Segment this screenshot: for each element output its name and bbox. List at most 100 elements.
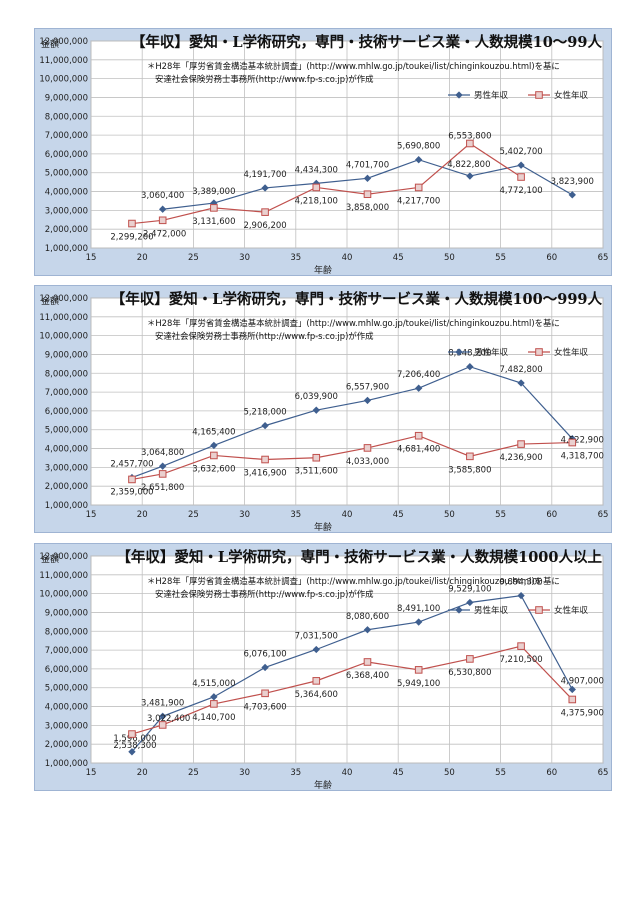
female-data-label: 4,217,700 [397, 196, 440, 206]
legend-label-female: 女性年収 [554, 605, 589, 616]
male-point [312, 406, 320, 414]
male-data-label: 4,165,400 [192, 427, 235, 437]
legend-marker-male [455, 348, 463, 356]
male-point [568, 191, 576, 199]
female-data-label: 3,585,800 [448, 465, 491, 475]
female-point [568, 695, 577, 704]
x-tick-label: 55 [495, 510, 506, 520]
x-tick-label: 60 [546, 768, 557, 778]
male-data-label: 6,076,100 [243, 649, 286, 659]
y-tick-label: 5,000,000 [45, 426, 88, 436]
male-point [415, 384, 423, 392]
female-point [128, 730, 136, 738]
female-data-label: 4,140,700 [192, 713, 235, 723]
x-tick-label: 50 [444, 510, 455, 520]
source-note: ＊H28年「厚労省賃金構造基本統計調査」(http://www.mhlw.go.… [147, 61, 560, 71]
x-tick-label: 15 [86, 253, 97, 263]
y-tick-label: 11,000,000 [39, 56, 88, 66]
male-data-label: 8,491,100 [397, 604, 440, 614]
female-point [414, 183, 423, 192]
female-point [261, 455, 269, 464]
series-line-male [131, 594, 573, 753]
female-data-label: 2,906,200 [243, 221, 286, 231]
x-tick-label: 20 [137, 253, 148, 263]
female-data-label: 4,772,100 [499, 186, 542, 196]
x-axis-label: 年齢 [314, 779, 332, 791]
male-point [159, 462, 167, 470]
y-tick-label: 12,000,000 [39, 552, 88, 562]
x-tick-label: 55 [495, 768, 506, 778]
female-point [158, 721, 167, 729]
female-point [261, 689, 269, 698]
x-axis-label: 年齢 [314, 521, 332, 533]
female-data-label: 5,364,600 [295, 690, 338, 700]
female-point [568, 438, 577, 447]
x-tick-label: 55 [495, 253, 506, 263]
female-data-label: 3,416,900 [243, 469, 286, 479]
x-tick-label: 25 [188, 253, 199, 263]
female-point [363, 190, 372, 199]
male-point [517, 591, 525, 600]
female-point [128, 219, 136, 228]
female-data-label: 3,022,400 [147, 714, 190, 724]
chart-title: 【年収】愛知・L学術研究，専門・技術サービス業・人数規模10～99人 [131, 33, 603, 51]
female-point [158, 216, 167, 225]
female-point [414, 431, 423, 440]
y-axis-label: 金額 [41, 295, 59, 307]
female-data-label: 6,368,400 [346, 671, 389, 681]
female-point [363, 444, 372, 452]
y-tick-label: 4,000,000 [45, 445, 88, 455]
male-data-label: 8,080,600 [346, 612, 389, 622]
male-data-label: 8,348,200 [448, 349, 491, 359]
female-data-label: 6,530,800 [448, 668, 491, 678]
y-tick-label: 6,000,000 [45, 407, 88, 417]
x-tick-label: 30 [239, 510, 250, 520]
y-tick-label: 10,000,000 [39, 75, 88, 85]
x-tick-label: 35 [290, 253, 301, 263]
female-data-label: 6,553,800 [448, 131, 491, 141]
y-tick-label: 8,000,000 [45, 369, 88, 379]
legend: 男性年収 女性年収 [448, 90, 589, 101]
female-data-label: 3,632,600 [192, 464, 235, 474]
female-data-label: 7,210,500 [499, 655, 542, 665]
legend-label-male: 男性年収 [474, 90, 509, 101]
female-data-label: 4,236,900 [499, 453, 542, 463]
male-data-label: 5,402,700 [499, 147, 542, 157]
y-tick-label: 11,000,000 [39, 313, 88, 323]
male-point [210, 693, 218, 701]
female-data-label: 3,511,600 [295, 467, 338, 477]
female-point [158, 470, 167, 478]
female-data-label: 4,033,000 [346, 457, 389, 467]
y-tick-label: 7,000,000 [45, 646, 88, 656]
source-note: 安達社会保険労務士事務所(http://www.fp-s.co.jp)が作成 [155, 589, 374, 599]
male-point [466, 598, 474, 607]
x-tick-label: 50 [444, 768, 455, 778]
female-data-label: 2,472,000 [143, 229, 186, 239]
female-point [312, 677, 321, 685]
legend-label-male: 男性年収 [474, 347, 509, 358]
chart-title: 【年収】愛知・L学術研究，専門・技術サービス業・人数規模100～999人 [111, 290, 603, 308]
y-tick-label: 5,000,000 [45, 169, 88, 179]
female-point [312, 183, 321, 192]
female-data-label: 3,131,600 [192, 217, 235, 227]
male-point [312, 645, 320, 654]
series-line-male [131, 366, 573, 479]
male-data-label: 7,482,800 [499, 365, 542, 375]
y-tick-label: 1,000,000 [45, 501, 88, 511]
x-tick-label: 45 [393, 510, 404, 520]
x-axis-label: 年齢 [314, 264, 332, 276]
male-point [415, 156, 423, 164]
x-tick-label: 30 [239, 253, 250, 263]
y-tick-label: 9,000,000 [45, 93, 88, 103]
x-tick-label: 65 [598, 510, 609, 520]
y-tick-label: 4,000,000 [45, 703, 88, 713]
x-tick-label: 40 [342, 510, 353, 520]
male-data-label: 1,596,000 [113, 734, 156, 744]
y-axis-label: 金額 [41, 553, 59, 565]
male-data-label: 3,389,000 [192, 187, 235, 197]
x-tick-label: 15 [86, 768, 97, 778]
chart-svg: 1,000,000 2,000,000 3,000,000 4,000,000 5,00… [39, 290, 609, 533]
chart-svg: 1,000,000 2,000,000 3,000,000 4,000,000 5,00… [39, 33, 608, 276]
male-point [517, 161, 525, 169]
legend-marker-female [535, 91, 543, 99]
